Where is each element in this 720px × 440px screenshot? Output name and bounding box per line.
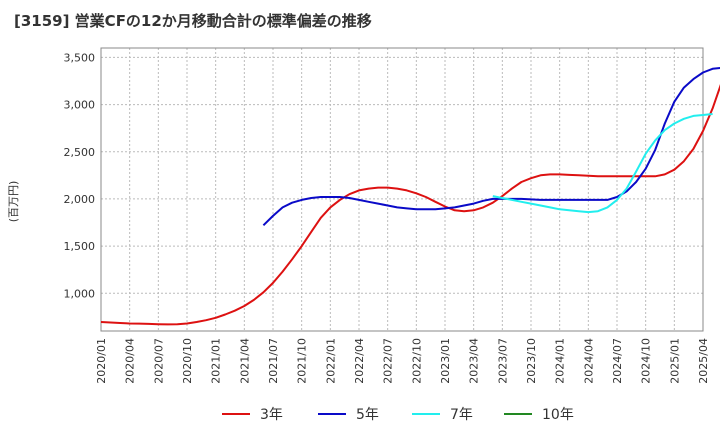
series-line-2	[492, 113, 713, 214]
x-tick-label: 2022/04	[353, 338, 366, 384]
x-tick-label: 2024/10	[640, 338, 653, 384]
x-tick-label: 2020/01	[95, 338, 108, 384]
legend-item-3y: 3年	[222, 402, 283, 426]
legend-item-5y: 5年	[318, 402, 379, 426]
legend-label-3y: 3年	[260, 407, 283, 423]
y-tick-label: 2,000	[64, 193, 96, 206]
legend-label-5y: 5年	[356, 407, 379, 423]
plot-frame	[100, 47, 704, 332]
series-line-1	[262, 67, 720, 227]
x-tick-label: 2023/01	[439, 338, 452, 384]
x-tick-label: 2025/04	[697, 338, 710, 384]
x-tick-label: 2021/07	[267, 338, 280, 384]
x-tick-label: 2022/07	[382, 338, 395, 384]
x-tick-label: 2025/01	[668, 338, 681, 384]
y-tick-label: 1,500	[64, 240, 96, 253]
y-tick-label: 2,500	[64, 146, 96, 159]
x-tick-label: 2023/07	[496, 338, 509, 384]
axes: 1,000 1,500 2,000 2,500 3,000 3,500 2020/01 202…	[64, 47, 710, 384]
series-line-0	[100, 84, 720, 326]
x-tick-label: 2024/07	[611, 338, 624, 384]
x-tick-label: 2020/07	[152, 338, 165, 384]
x-tick-label: 2023/04	[468, 338, 481, 384]
legend: 3年 5年 7年 10年	[0, 402, 720, 426]
x-tick-label: 2024/04	[582, 338, 595, 384]
y-tick-label: 3,500	[64, 51, 96, 64]
x-tick-label: 2020/04	[124, 338, 137, 384]
x-tick-label: 2021/01	[210, 338, 223, 384]
legend-swatch-7y	[412, 413, 440, 415]
legend-swatch-10y	[504, 413, 532, 415]
y-tick-label: 1,000	[64, 287, 96, 300]
legend-item-10y: 10年	[504, 402, 574, 426]
y-tick-label: 3,000	[64, 99, 96, 112]
legend-swatch-5y	[318, 413, 346, 415]
x-tick-label: 2022/01	[324, 338, 337, 384]
x-tick-label: 2021/04	[238, 338, 251, 384]
legend-item-7y: 7年	[412, 402, 473, 426]
x-tick-label: 2024/01	[554, 338, 567, 384]
legend-label-10y: 10年	[542, 407, 574, 423]
legend-swatch-3y	[222, 413, 250, 415]
legend-label-7y: 7年	[450, 407, 473, 423]
chart-title: [3159] 営業CFの12か月移動合計の標準偏差の推移	[14, 12, 372, 30]
x-tick-label: 2023/10	[525, 338, 538, 384]
series-lines	[100, 67, 720, 326]
x-tick-label: 2020/10	[181, 338, 194, 384]
x-tick-label: 2022/10	[410, 338, 423, 384]
x-tick-label: 2021/10	[296, 338, 309, 384]
y-axis-label: (百万円)	[7, 181, 20, 223]
